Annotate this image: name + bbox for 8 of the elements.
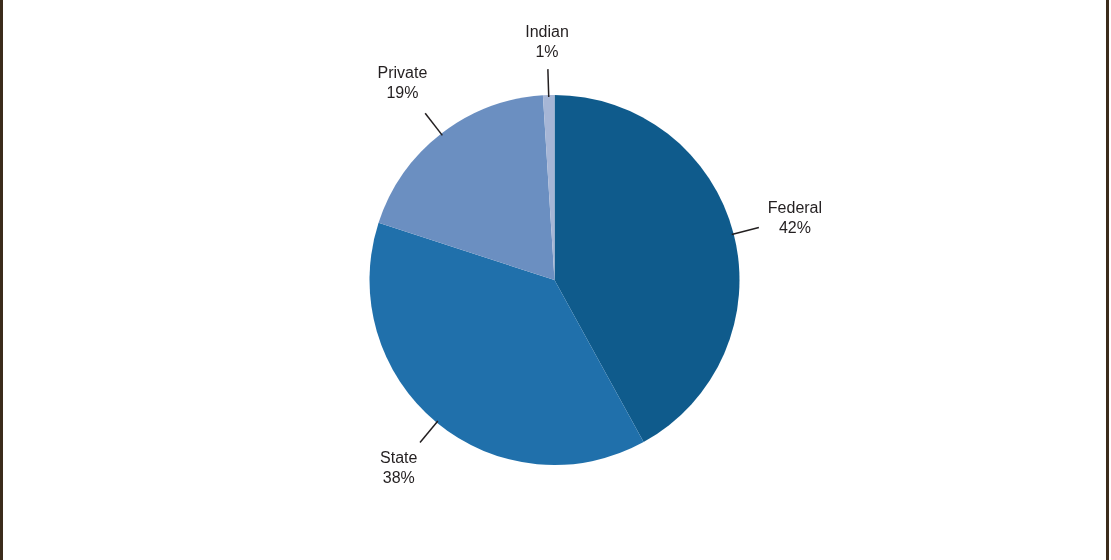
- slice-label: Indian: [525, 22, 569, 40]
- data-label: 42%: [778, 218, 811, 236]
- data-label: 19%: [386, 84, 419, 102]
- slice-label: Federal: [767, 198, 823, 216]
- data-label: 1%: [535, 42, 559, 60]
- data-label: 38%: [382, 468, 415, 486]
- slice-label: Private: [377, 64, 428, 82]
- slice-label: State: [380, 448, 418, 466]
